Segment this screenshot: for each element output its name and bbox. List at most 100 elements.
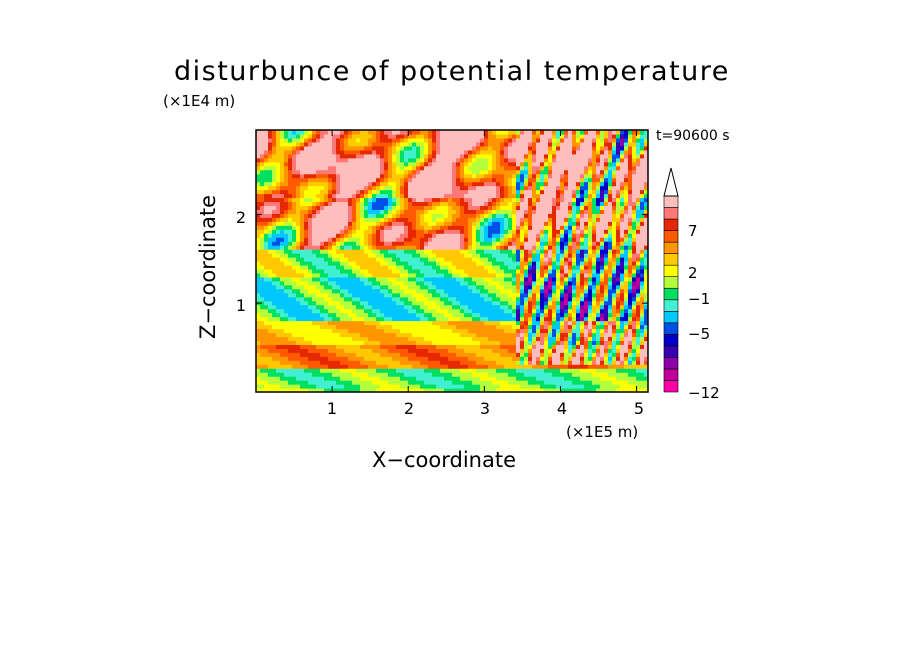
field-cell	[456, 213, 461, 218]
field-cell	[504, 161, 509, 167]
field-cell	[468, 165, 473, 171]
field-cell	[308, 173, 313, 179]
field-cell	[348, 257, 353, 262]
field-cell	[348, 376, 353, 381]
field-cell	[472, 237, 477, 242]
field-cell	[324, 257, 329, 262]
field-cell	[444, 316, 449, 322]
field-cell	[280, 328, 285, 334]
field-cell	[256, 149, 261, 155]
field-cell	[448, 237, 453, 242]
field-cell	[508, 229, 513, 234]
field-cell	[264, 137, 269, 143]
field-cell	[304, 280, 309, 286]
field-cell	[428, 372, 433, 377]
field-cell	[256, 229, 261, 234]
field-cell	[380, 272, 385, 278]
field-cell	[284, 380, 289, 385]
field-cell	[540, 324, 545, 330]
field-cell	[360, 320, 365, 326]
field-cell	[536, 197, 541, 203]
field-cell	[424, 173, 429, 179]
field-cell	[340, 145, 345, 151]
field-cell	[276, 257, 281, 262]
field-cell	[428, 185, 433, 191]
field-cell	[288, 312, 293, 318]
field-cell	[372, 292, 377, 298]
field-cell	[424, 372, 429, 377]
field-cell	[348, 332, 353, 338]
field-cell	[532, 308, 537, 314]
field-cell	[304, 185, 309, 191]
field-cell	[416, 376, 421, 381]
field-cell	[468, 316, 473, 322]
field-cell	[300, 257, 305, 262]
field-cell	[384, 336, 389, 341]
field-cell	[496, 237, 501, 242]
field-cell	[296, 264, 301, 270]
field-cell	[368, 213, 373, 218]
field-cell	[540, 352, 545, 357]
field-cell	[384, 340, 389, 345]
field-cell	[348, 209, 353, 214]
field-cell	[420, 217, 425, 222]
field-cell	[416, 189, 421, 195]
field-cell	[508, 368, 513, 373]
field-cell	[476, 217, 481, 222]
field-cell	[552, 181, 557, 187]
field-cell	[352, 296, 357, 302]
field-cell	[316, 280, 321, 286]
field-cell	[340, 201, 345, 207]
field-cell	[376, 213, 381, 218]
field-cell	[404, 237, 409, 242]
field-cell	[348, 177, 353, 183]
field-cell	[392, 237, 397, 242]
field-cell	[304, 205, 309, 210]
field-cell	[340, 261, 345, 266]
field-cell	[280, 320, 285, 326]
field-cell	[432, 380, 437, 385]
field-cell	[424, 292, 429, 298]
field-cell	[296, 376, 301, 381]
field-cell	[476, 141, 481, 147]
field-cell	[548, 320, 553, 326]
field-cell	[288, 189, 293, 195]
field-cell	[476, 145, 481, 151]
field-cell	[360, 141, 365, 147]
field-cell	[448, 141, 453, 147]
field-cell	[432, 261, 437, 266]
field-cell	[284, 308, 289, 314]
field-cell	[352, 173, 357, 179]
field-cell	[372, 153, 377, 159]
field-cell	[508, 249, 513, 254]
field-cell	[528, 237, 533, 242]
field-cell	[452, 340, 457, 345]
field-cell	[480, 348, 485, 353]
field-cell	[316, 161, 321, 167]
field-cell	[296, 253, 301, 258]
field-cell	[496, 300, 501, 306]
field-cell	[376, 332, 381, 338]
field-cell	[276, 356, 281, 361]
field-cell	[424, 221, 429, 226]
field-cell	[448, 376, 453, 381]
field-cell	[292, 197, 297, 203]
field-cell	[400, 193, 405, 199]
field-cell	[324, 173, 329, 179]
field-cell	[372, 300, 377, 306]
field-cell	[460, 133, 465, 139]
field-cell	[328, 388, 333, 392]
field-cell	[384, 161, 389, 167]
field-cell	[384, 376, 389, 381]
field-cell	[552, 197, 557, 203]
field-cell	[428, 304, 433, 310]
field-cell	[356, 340, 361, 345]
field-cell	[552, 380, 557, 385]
field-cell	[404, 225, 409, 230]
field-cell	[256, 221, 261, 226]
field-cell	[472, 284, 477, 290]
field-cell	[488, 149, 493, 155]
field-cell	[524, 340, 529, 345]
field-cell	[408, 241, 413, 246]
field-cell	[476, 280, 481, 286]
